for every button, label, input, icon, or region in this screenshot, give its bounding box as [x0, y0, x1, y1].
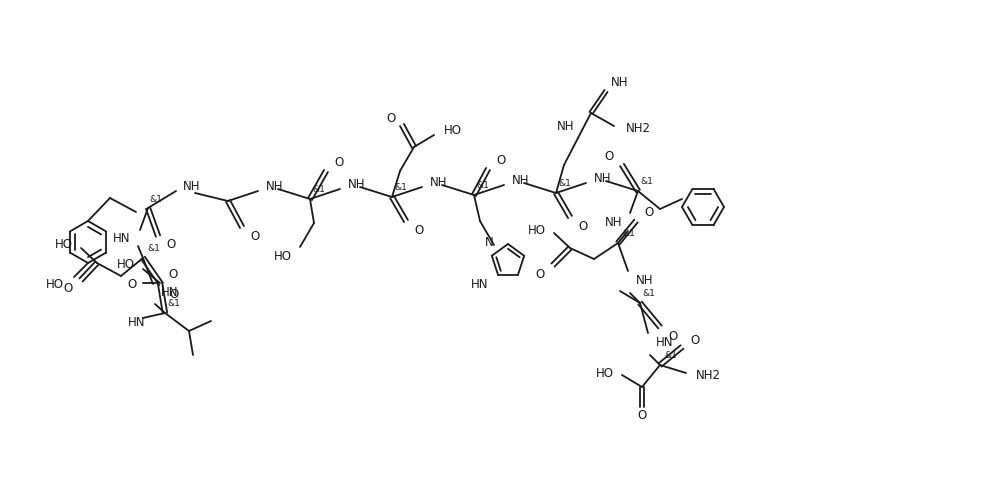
Text: NH: NH: [636, 273, 654, 286]
Text: O: O: [644, 205, 654, 218]
Text: NH: NH: [430, 175, 447, 188]
Text: &1: &1: [622, 229, 635, 238]
Text: O: O: [169, 287, 179, 300]
Text: NH: NH: [557, 119, 574, 132]
Text: NH: NH: [512, 173, 530, 186]
Text: NH: NH: [266, 179, 284, 192]
Text: HO: HO: [274, 250, 292, 263]
Text: O: O: [668, 329, 678, 342]
Text: O: O: [496, 154, 505, 167]
Text: N: N: [485, 235, 494, 248]
Text: O: O: [128, 277, 137, 290]
Text: &1: &1: [476, 181, 489, 190]
Text: NH: NH: [348, 177, 365, 190]
Text: O: O: [250, 230, 259, 243]
Text: O: O: [578, 220, 587, 233]
Text: &1: &1: [312, 185, 324, 194]
Text: O: O: [168, 267, 178, 280]
Text: NH: NH: [594, 171, 611, 184]
Text: O: O: [166, 238, 176, 251]
Text: &1: &1: [640, 177, 653, 186]
Text: HN: HN: [128, 315, 145, 328]
Text: NH2: NH2: [696, 369, 721, 382]
Text: &1: &1: [167, 299, 180, 308]
Text: O: O: [638, 409, 647, 422]
Text: HN: HN: [112, 232, 130, 245]
Text: HN: HN: [656, 335, 674, 348]
Text: HN: HN: [470, 277, 488, 290]
Text: HO: HO: [117, 257, 135, 270]
Text: O: O: [387, 111, 396, 124]
Text: &1: &1: [664, 351, 677, 360]
Text: &1: &1: [558, 179, 570, 188]
Text: HO: HO: [444, 123, 462, 136]
Text: &1: &1: [642, 289, 655, 298]
Text: O: O: [414, 224, 424, 237]
Text: NH: NH: [611, 75, 629, 88]
Text: HO: HO: [46, 278, 64, 291]
Text: HO: HO: [596, 367, 614, 380]
Text: &1: &1: [394, 183, 407, 192]
Text: O: O: [63, 282, 73, 295]
Text: O: O: [536, 267, 545, 280]
Text: NH2: NH2: [626, 122, 651, 135]
Text: O: O: [605, 150, 614, 163]
Text: HO: HO: [55, 238, 73, 251]
Text: NH: NH: [604, 215, 622, 228]
Text: NH: NH: [183, 180, 200, 193]
Text: &1: &1: [149, 194, 162, 203]
Text: HO: HO: [528, 223, 546, 236]
Text: O: O: [690, 333, 699, 346]
Text: HN: HN: [161, 286, 179, 299]
Text: &1: &1: [147, 244, 160, 253]
Text: O: O: [334, 155, 343, 168]
